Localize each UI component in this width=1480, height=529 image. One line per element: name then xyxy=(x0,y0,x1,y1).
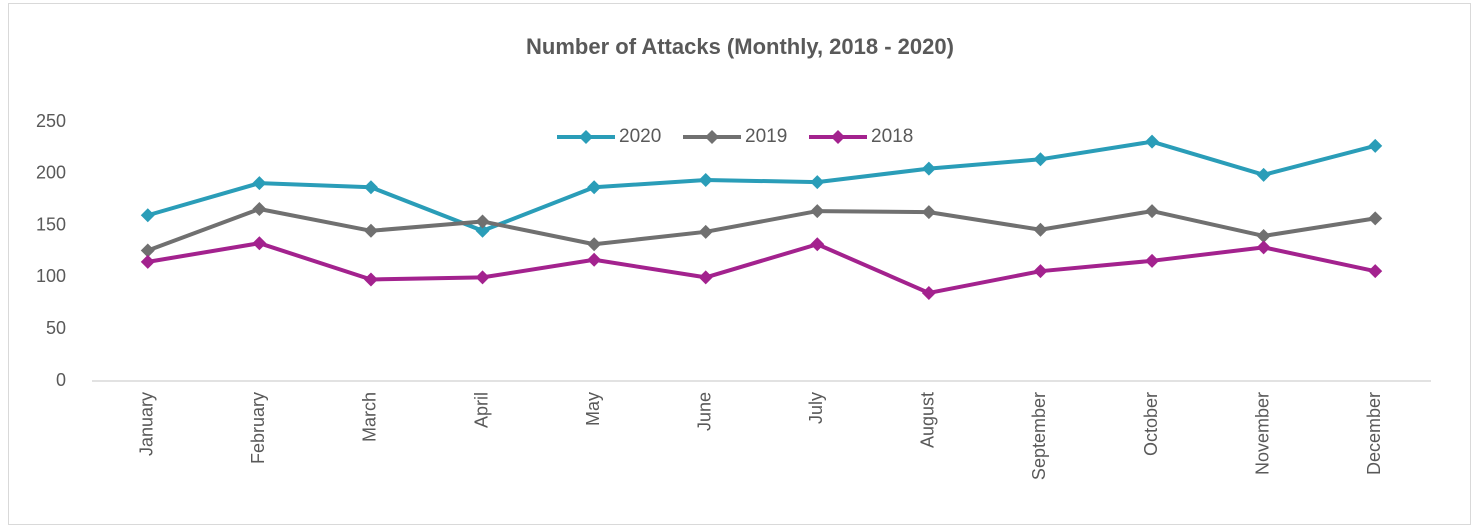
marker xyxy=(921,161,936,176)
legend-label: 2020 xyxy=(619,126,661,147)
x-tick-label: May xyxy=(583,392,603,426)
y-tick-label: 200 xyxy=(36,163,66,183)
series-line xyxy=(147,207,1376,253)
x-tick-label: October xyxy=(1141,392,1161,456)
marker xyxy=(363,223,378,238)
marker xyxy=(698,224,713,239)
series-line xyxy=(147,241,1376,295)
marker xyxy=(810,175,825,190)
legend-marker xyxy=(831,130,845,144)
marker xyxy=(1256,167,1271,182)
marker xyxy=(252,236,267,251)
x-tick-label: November xyxy=(1252,392,1272,475)
y-tick-label: 150 xyxy=(36,214,66,234)
y-tick-label: 250 xyxy=(36,111,66,131)
x-tick-label: April xyxy=(471,392,491,428)
marker xyxy=(698,270,713,285)
marker xyxy=(587,237,602,252)
x-tick-label: January xyxy=(137,392,157,456)
marker xyxy=(1033,264,1048,279)
x-tick-label: March xyxy=(360,392,380,442)
marker xyxy=(698,173,713,188)
marker xyxy=(140,243,155,258)
x-tick-label: August xyxy=(918,392,938,448)
x-tick-label: July xyxy=(806,392,826,424)
marker xyxy=(252,202,267,217)
marker xyxy=(475,214,490,229)
marker xyxy=(140,254,155,269)
y-tick-label: 50 xyxy=(46,318,66,338)
legend-label: 2019 xyxy=(745,126,787,147)
series-line xyxy=(147,139,1376,233)
marker xyxy=(1368,211,1383,226)
marker xyxy=(1145,134,1160,149)
marker xyxy=(1368,138,1383,153)
legend-marker xyxy=(705,130,719,144)
marker xyxy=(1145,253,1160,268)
chart-border xyxy=(8,3,1471,525)
chart-title: Number of Attacks (Monthly, 2018 - 2020) xyxy=(526,34,954,59)
legend-marker xyxy=(579,130,593,144)
y-tick-label: 0 xyxy=(56,370,66,390)
x-tick-label: September xyxy=(1029,392,1049,480)
marker xyxy=(587,180,602,195)
marker xyxy=(363,272,378,287)
marker xyxy=(1033,152,1048,167)
marker xyxy=(1145,204,1160,219)
marker xyxy=(140,208,155,223)
marker xyxy=(1256,240,1271,255)
marker xyxy=(1033,222,1048,237)
marker xyxy=(810,237,825,252)
marker xyxy=(1256,228,1271,243)
legend-label: 2018 xyxy=(871,126,913,147)
marker xyxy=(921,205,936,220)
marker xyxy=(587,252,602,267)
marker xyxy=(363,180,378,195)
marker xyxy=(475,223,490,238)
marker xyxy=(1368,264,1383,279)
marker xyxy=(252,176,267,191)
x-tick-label: February xyxy=(248,392,268,464)
marker xyxy=(810,204,825,219)
x-tick-label: June xyxy=(694,392,714,431)
marker xyxy=(475,270,490,285)
y-tick-label: 100 xyxy=(36,266,66,286)
marker xyxy=(921,285,936,300)
x-tick-label: December xyxy=(1364,392,1384,475)
